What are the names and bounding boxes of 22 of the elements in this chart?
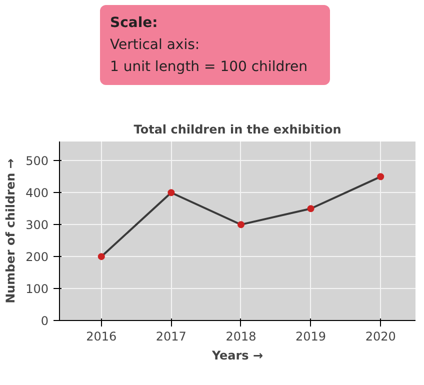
y-tick-label: 0 — [40, 314, 49, 328]
chart-title: Total children in the exhibition — [134, 122, 342, 136]
x-axis-title: Years → — [210, 348, 264, 362]
x-tick-label: 2017 — [156, 330, 186, 344]
point — [98, 253, 105, 260]
point — [377, 173, 384, 180]
x-tick-label: 2016 — [86, 330, 117, 344]
point — [307, 205, 314, 212]
y-tick-label: 100 — [26, 282, 48, 296]
y-tick-label: 400 — [26, 186, 48, 200]
y-axis-title: Number of children → — [4, 158, 18, 304]
text: Scale: — [110, 14, 159, 33]
text: 1 unit length = 100 children — [110, 58, 309, 77]
x-tick-label: 2018 — [226, 330, 256, 344]
x-tick-label: 2019 — [296, 330, 326, 344]
x-tick-label: 2020 — [365, 330, 396, 344]
point — [168, 189, 175, 196]
y-tick-label: 300 — [26, 218, 48, 232]
y-tick-label: 200 — [26, 250, 48, 264]
point — [237, 221, 244, 228]
y-tick-label: 500 — [26, 154, 48, 168]
text: Vertical axis: — [110, 36, 201, 55]
